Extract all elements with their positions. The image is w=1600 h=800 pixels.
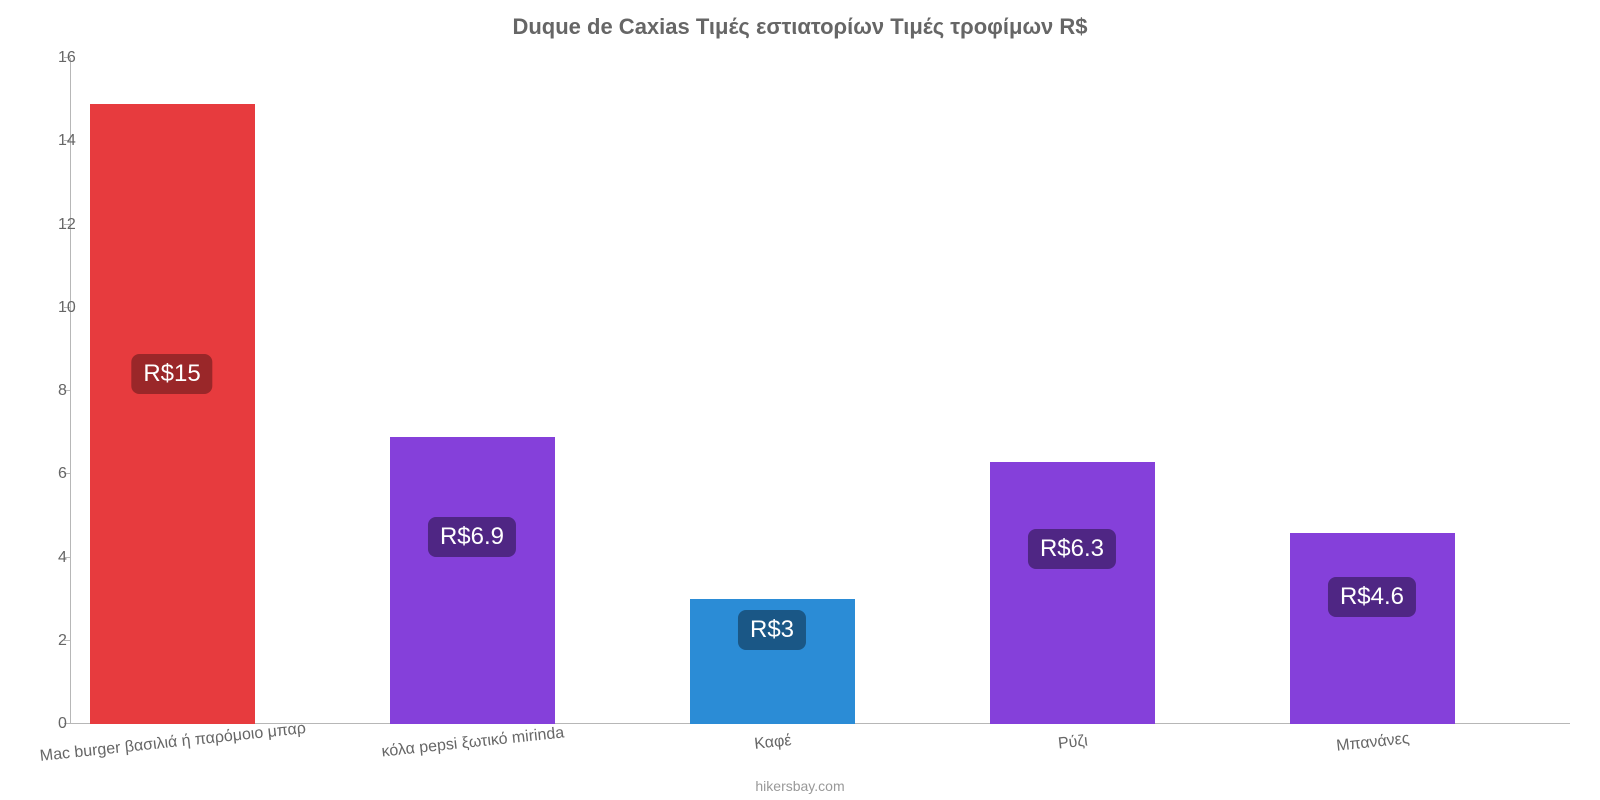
y-tick-label: 8 [58, 382, 70, 400]
bars-container: R$15 R$6.9 R$3 R$6.3 R$4.6 [70, 58, 1570, 724]
bar-value-label: R$3 [738, 610, 806, 650]
plot-area: R$15R$6.9R$3R$6.3R$4.6 0246810121416 Mac… [70, 58, 1570, 724]
y-tick-label: 12 [58, 216, 70, 234]
bar-value-label: R$6.3 [1028, 529, 1116, 569]
y-tick-label: 6 [58, 465, 70, 483]
y-tick-label: 10 [58, 299, 70, 317]
bar [390, 437, 555, 724]
chart-title: Duque de Caxias Τιμές εστιατορίων Τιμές … [0, 14, 1600, 40]
bar-value-label: R$6.9 [428, 517, 516, 557]
x-category-label: Ρύζι [1057, 732, 1088, 753]
y-tick-label: 0 [58, 715, 70, 733]
bar [1290, 533, 1455, 724]
bar-value-label: R$15 [131, 354, 212, 394]
y-tick-label: 2 [58, 632, 70, 650]
y-tick-label: 16 [58, 49, 70, 67]
x-category-label: Καφέ [753, 732, 792, 754]
bar [90, 104, 255, 724]
x-category-label: Mac burger βασιλιά ή παρόμοιο μπαρ [39, 720, 307, 766]
y-tick-label: 4 [58, 549, 70, 567]
x-category-label: Μπανάνες [1335, 730, 1410, 756]
x-category-label: κόλα pepsi ξωτικό mirinda [381, 724, 565, 761]
bar [990, 462, 1155, 724]
attribution-text: hikersbay.com [0, 778, 1600, 794]
bar-value-label: R$4.6 [1328, 577, 1416, 617]
y-tick-label: 14 [58, 132, 70, 150]
